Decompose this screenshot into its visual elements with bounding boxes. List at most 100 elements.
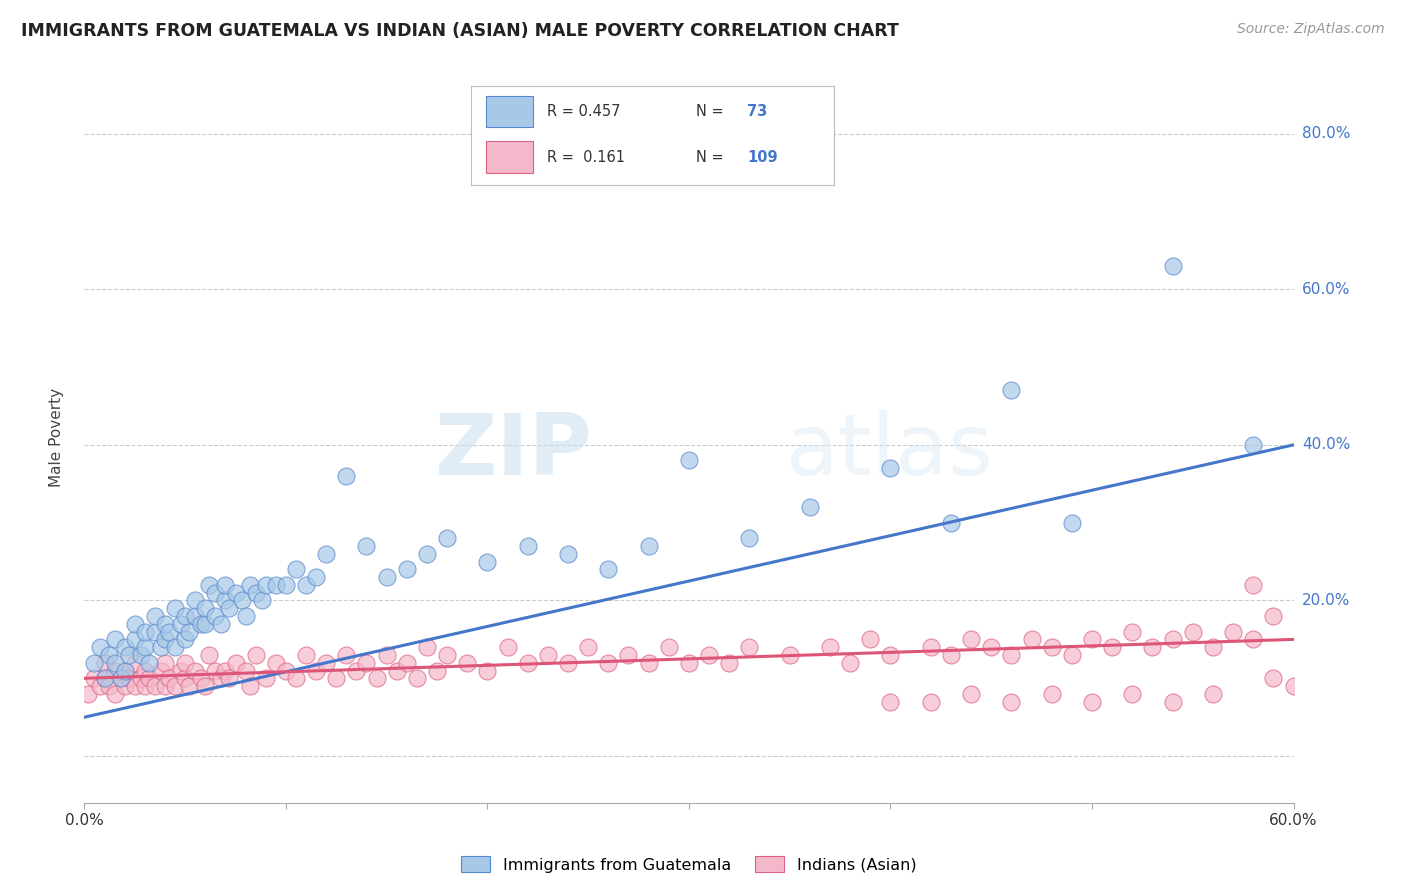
- Point: [356, 656, 378, 670]
- Point: [284, 562, 308, 576]
- Point: [939, 516, 962, 530]
- Point: [245, 585, 267, 599]
- Point: [346, 664, 368, 678]
- Point: [194, 601, 217, 615]
- Point: [174, 609, 197, 624]
- Text: 60.0%: 60.0%: [1302, 282, 1350, 297]
- Text: 40.0%: 40.0%: [1302, 437, 1350, 452]
- Point: [356, 539, 378, 553]
- Point: [157, 624, 180, 639]
- Point: [204, 664, 226, 678]
- Point: [89, 679, 111, 693]
- Point: [245, 648, 267, 662]
- Point: [416, 547, 439, 561]
- Point: [1142, 640, 1164, 655]
- Point: [143, 624, 166, 639]
- Point: [1263, 609, 1285, 624]
- Point: [537, 648, 560, 662]
- Point: [104, 687, 127, 701]
- Text: 20.0%: 20.0%: [1302, 593, 1350, 608]
- Point: [879, 648, 901, 662]
- Point: [426, 664, 449, 678]
- Point: [1060, 516, 1083, 530]
- Point: [83, 656, 105, 670]
- Point: [254, 578, 277, 592]
- Point: [124, 679, 146, 693]
- Point: [617, 648, 640, 662]
- Point: [134, 640, 156, 655]
- Point: [799, 500, 821, 515]
- Point: [97, 679, 120, 693]
- Point: [114, 664, 136, 678]
- Point: [557, 656, 579, 670]
- Point: [274, 578, 297, 592]
- Point: [104, 632, 127, 647]
- Point: [1241, 632, 1264, 647]
- Point: [779, 648, 801, 662]
- Point: [859, 632, 882, 647]
- Point: [134, 679, 156, 693]
- Point: [738, 531, 761, 545]
- Point: [93, 671, 115, 685]
- Point: [194, 679, 217, 693]
- Point: [143, 679, 166, 693]
- Point: [436, 648, 458, 662]
- Point: [165, 601, 187, 615]
- Point: [1241, 438, 1264, 452]
- Point: [174, 656, 197, 670]
- Text: 80.0%: 80.0%: [1302, 126, 1350, 141]
- Point: [124, 632, 146, 647]
- Point: [134, 664, 156, 678]
- Point: [198, 648, 221, 662]
- Point: [960, 687, 983, 701]
- Point: [190, 671, 212, 685]
- Point: [1000, 648, 1022, 662]
- Point: [129, 648, 152, 662]
- Point: [1202, 640, 1225, 655]
- Point: [920, 695, 942, 709]
- Point: [138, 656, 160, 670]
- Text: atlas: atlas: [786, 410, 994, 493]
- Point: [1161, 632, 1184, 647]
- Point: [818, 640, 841, 655]
- Point: [1021, 632, 1043, 647]
- Point: [1121, 687, 1143, 701]
- Point: [184, 664, 207, 678]
- Legend: Immigrants from Guatemala, Indians (Asian): Immigrants from Guatemala, Indians (Asia…: [456, 850, 922, 879]
- Point: [179, 679, 201, 693]
- Point: [124, 656, 146, 670]
- Point: [174, 671, 197, 685]
- Point: [264, 656, 287, 670]
- Point: [516, 539, 538, 553]
- Point: [385, 664, 408, 678]
- Point: [264, 578, 287, 592]
- Point: [284, 671, 308, 685]
- Point: [598, 656, 620, 670]
- Point: [960, 632, 983, 647]
- Point: [1000, 384, 1022, 398]
- Point: [104, 656, 127, 670]
- Point: [557, 547, 579, 561]
- Point: [110, 671, 132, 685]
- Point: [516, 656, 538, 670]
- Point: [153, 616, 176, 631]
- Point: [375, 570, 398, 584]
- Point: [1181, 624, 1204, 639]
- Point: [218, 601, 240, 615]
- Point: [153, 656, 176, 670]
- Point: [209, 671, 232, 685]
- Point: [118, 648, 141, 662]
- Text: IMMIGRANTS FROM GUATEMALA VS INDIAN (ASIAN) MALE POVERTY CORRELATION CHART: IMMIGRANTS FROM GUATEMALA VS INDIAN (ASI…: [21, 22, 898, 40]
- Point: [395, 656, 418, 670]
- Point: [114, 640, 136, 655]
- Point: [157, 671, 180, 685]
- Point: [274, 664, 297, 678]
- Point: [1101, 640, 1123, 655]
- Point: [1081, 695, 1104, 709]
- Point: [214, 578, 236, 592]
- Point: [1040, 687, 1063, 701]
- Point: [165, 640, 187, 655]
- Point: [231, 593, 253, 607]
- Point: [204, 609, 226, 624]
- Point: [225, 656, 247, 670]
